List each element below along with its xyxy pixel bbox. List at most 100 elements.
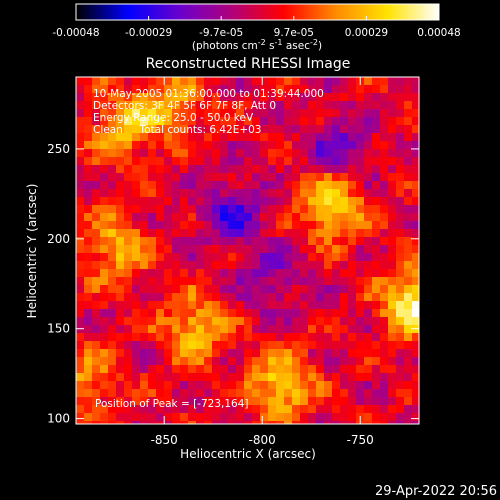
heatmap-cell bbox=[100, 309, 109, 318]
heatmap-cell bbox=[332, 261, 341, 270]
heatmap-cell bbox=[388, 253, 397, 262]
heatmap-cell bbox=[196, 309, 205, 318]
heatmap-cell bbox=[308, 117, 317, 126]
heatmap-cell bbox=[196, 149, 205, 158]
heatmap-cell bbox=[244, 277, 253, 286]
heatmap-cell bbox=[172, 109, 181, 118]
heatmap-cell bbox=[204, 269, 213, 278]
heatmap-cell bbox=[196, 173, 205, 182]
heatmap-cell bbox=[164, 293, 173, 302]
heatmap-cell bbox=[204, 309, 213, 318]
heatmap-cell bbox=[140, 365, 149, 374]
heatmap-cell bbox=[132, 277, 141, 286]
heatmap-cell bbox=[364, 189, 373, 198]
heatmap-cell bbox=[172, 253, 181, 262]
heatmap-cell bbox=[404, 261, 413, 270]
heatmap-cell bbox=[116, 413, 125, 422]
heatmap-cell bbox=[188, 277, 197, 286]
heatmap-cell bbox=[116, 277, 125, 286]
heatmap-cell bbox=[100, 389, 109, 398]
heatmap-cell bbox=[388, 413, 397, 422]
heatmap-cell bbox=[332, 365, 341, 374]
heatmap-cell bbox=[340, 229, 349, 238]
colorbar-tick-label: 0.00029 bbox=[345, 27, 388, 39]
heatmap-cell bbox=[340, 157, 349, 166]
heatmap-cell bbox=[116, 261, 125, 270]
heatmap-cell bbox=[372, 365, 381, 374]
heatmap-cell bbox=[300, 77, 309, 86]
heatmap-cell bbox=[156, 421, 165, 424]
heatmap-cell bbox=[324, 117, 333, 126]
heatmap-cell bbox=[148, 77, 157, 86]
heatmap-cell bbox=[100, 165, 109, 174]
heatmap-cell bbox=[284, 77, 293, 86]
heatmap-cell bbox=[396, 205, 405, 214]
heatmap-cell bbox=[156, 293, 165, 302]
heatmap-cell bbox=[84, 125, 93, 134]
heatmap-cell bbox=[340, 325, 349, 334]
heatmap-cell bbox=[156, 133, 165, 142]
heatmap-cell bbox=[300, 213, 309, 222]
heatmap-cell bbox=[124, 397, 133, 406]
heatmap-cell bbox=[124, 133, 133, 142]
heatmap-cell bbox=[340, 173, 349, 182]
heatmap-cell bbox=[132, 293, 141, 302]
heatmap-cell bbox=[252, 221, 261, 230]
heatmap-cell bbox=[396, 421, 405, 424]
heatmap-cell bbox=[268, 261, 277, 270]
heatmap-cell bbox=[348, 421, 357, 424]
heatmap-cell bbox=[92, 189, 101, 198]
heatmap-cell bbox=[364, 261, 373, 270]
heatmap-cell bbox=[196, 125, 205, 134]
heatmap-cell bbox=[268, 373, 277, 382]
heatmap-cell bbox=[228, 349, 237, 358]
heatmap-cell bbox=[236, 125, 245, 134]
heatmap-cell bbox=[300, 93, 309, 102]
heatmap-cell bbox=[388, 357, 397, 366]
heatmap-cell bbox=[204, 181, 213, 190]
heatmap-cell bbox=[132, 157, 141, 166]
heatmap-cell bbox=[220, 349, 229, 358]
heatmap-cell bbox=[252, 237, 261, 246]
heatmap-cell bbox=[164, 77, 173, 86]
heatmap-cell bbox=[212, 365, 221, 374]
heatmap-cell bbox=[180, 237, 189, 246]
heatmap-cell bbox=[300, 109, 309, 118]
heatmap-cell bbox=[228, 341, 237, 350]
heatmap-cell bbox=[404, 205, 413, 214]
heatmap-cell bbox=[180, 317, 189, 326]
heatmap-cell bbox=[180, 117, 189, 126]
heatmap-cell bbox=[108, 405, 117, 414]
heatmap-cell bbox=[228, 109, 237, 118]
heatmap-cell bbox=[300, 357, 309, 366]
heatmap-cell bbox=[348, 325, 357, 334]
colorbar: -0.00048 -0.00029 -9.7e-05 9.7e-05 0.00029 0.… bbox=[52, 3, 461, 52]
heatmap-cell bbox=[260, 165, 269, 174]
heatmap-cell bbox=[164, 205, 173, 214]
heatmap-cell bbox=[388, 309, 397, 318]
heatmap-cell bbox=[84, 197, 93, 206]
heatmap-cell bbox=[76, 237, 85, 246]
heatmap-cell bbox=[332, 285, 341, 294]
heatmap-cell bbox=[116, 237, 125, 246]
heatmap-cell bbox=[332, 213, 341, 222]
heatmap-cell bbox=[412, 221, 419, 230]
heatmap-cell bbox=[100, 229, 109, 238]
heatmap-cell bbox=[172, 325, 181, 334]
heatmap-cell bbox=[412, 85, 419, 94]
heatmap-cell bbox=[212, 197, 221, 206]
heatmap-cell bbox=[164, 341, 173, 350]
heatmap-cell bbox=[412, 349, 419, 358]
heatmap-cell bbox=[388, 133, 397, 142]
heatmap-cell bbox=[100, 245, 109, 254]
heatmap-cell bbox=[236, 253, 245, 262]
heatmap-cell bbox=[356, 301, 365, 310]
heatmap-cell bbox=[300, 101, 309, 110]
heatmap-cell bbox=[356, 125, 365, 134]
heatmap-cell bbox=[164, 189, 173, 198]
heatmap-cell bbox=[220, 117, 229, 126]
heatmap-cell bbox=[180, 269, 189, 278]
heatmap-cell bbox=[340, 421, 349, 424]
heatmap-cell bbox=[292, 237, 301, 246]
